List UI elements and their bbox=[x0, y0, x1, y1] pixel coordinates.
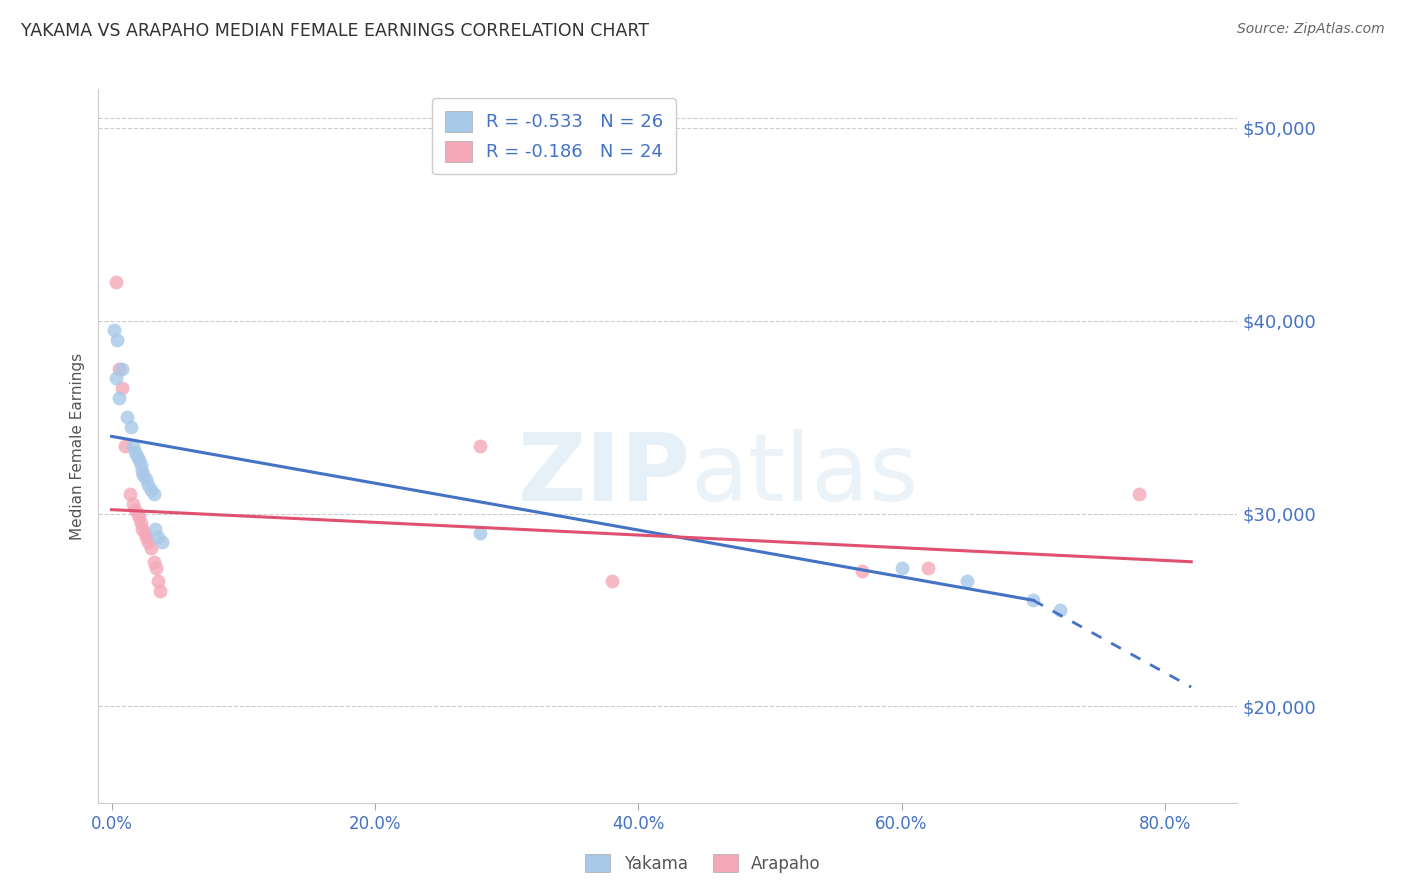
Point bbox=[142, 555, 165, 569]
Point bbox=[117, 410, 139, 425]
Y-axis label: Median Female Earnings: Median Female Earnings bbox=[70, 352, 86, 540]
Point bbox=[120, 419, 142, 434]
Point bbox=[470, 439, 492, 453]
Point bbox=[131, 522, 153, 536]
Point bbox=[149, 583, 172, 598]
Point bbox=[104, 275, 127, 289]
Point bbox=[142, 487, 165, 501]
Point bbox=[890, 560, 912, 574]
Point bbox=[135, 472, 157, 486]
Point bbox=[124, 444, 146, 458]
Point bbox=[108, 391, 131, 405]
Legend: R = -0.533   N = 26, R = -0.186   N = 24: R = -0.533 N = 26, R = -0.186 N = 24 bbox=[432, 98, 676, 174]
Point bbox=[129, 516, 152, 530]
Legend: Yakama, Arapaho: Yakama, Arapaho bbox=[579, 847, 827, 880]
Point bbox=[111, 362, 134, 376]
Point bbox=[139, 483, 162, 498]
Point bbox=[146, 574, 169, 588]
Point bbox=[851, 565, 873, 579]
Point bbox=[121, 439, 143, 453]
Point bbox=[146, 530, 169, 544]
Point bbox=[134, 525, 156, 540]
Point bbox=[132, 467, 155, 482]
Point bbox=[139, 541, 162, 556]
Point bbox=[129, 458, 152, 473]
Point bbox=[956, 574, 979, 588]
Point bbox=[138, 535, 160, 549]
Point bbox=[128, 510, 150, 524]
Point bbox=[114, 439, 136, 453]
Point bbox=[143, 522, 166, 536]
Point bbox=[1128, 487, 1150, 501]
Point bbox=[103, 323, 125, 337]
Point bbox=[121, 497, 143, 511]
Point bbox=[104, 371, 127, 385]
Point bbox=[127, 507, 149, 521]
Text: Source: ZipAtlas.com: Source: ZipAtlas.com bbox=[1237, 22, 1385, 37]
Point bbox=[128, 452, 150, 467]
Point bbox=[917, 560, 939, 574]
Point bbox=[105, 333, 128, 347]
Point bbox=[600, 574, 623, 588]
Point bbox=[124, 502, 146, 516]
Point bbox=[125, 449, 148, 463]
Point bbox=[470, 525, 492, 540]
Point bbox=[1049, 603, 1071, 617]
Point bbox=[111, 381, 134, 395]
Text: atlas: atlas bbox=[690, 428, 920, 521]
Point bbox=[131, 464, 153, 478]
Text: ZIP: ZIP bbox=[517, 428, 690, 521]
Text: YAKAMA VS ARAPAHO MEDIAN FEMALE EARNINGS CORRELATION CHART: YAKAMA VS ARAPAHO MEDIAN FEMALE EARNINGS… bbox=[21, 22, 650, 40]
Point bbox=[150, 535, 173, 549]
Point bbox=[145, 560, 167, 574]
Point bbox=[1022, 593, 1045, 607]
Point bbox=[108, 362, 131, 376]
Point bbox=[138, 477, 160, 491]
Point bbox=[135, 530, 157, 544]
Point bbox=[118, 487, 141, 501]
